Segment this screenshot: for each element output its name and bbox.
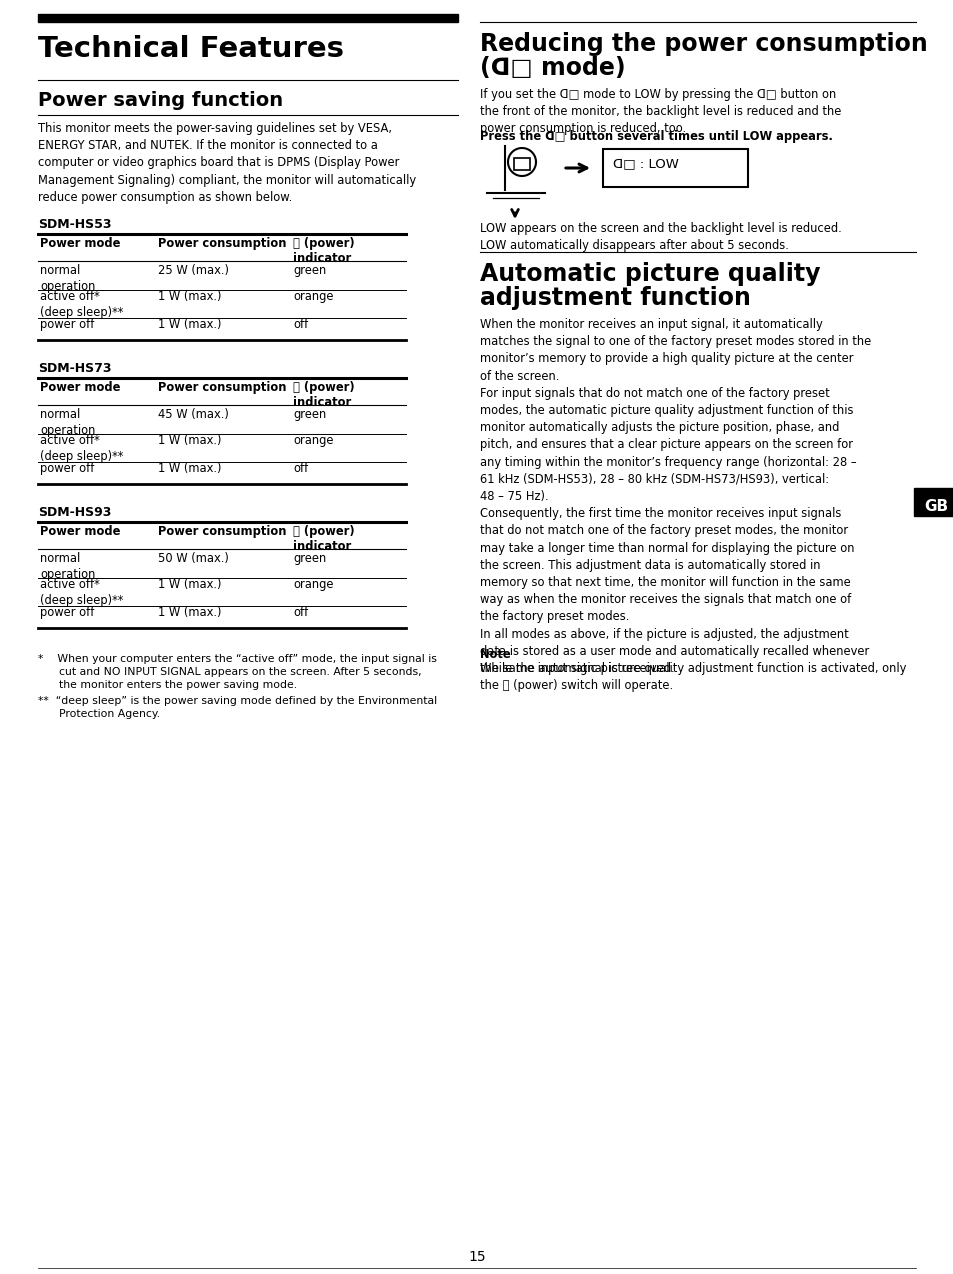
Text: Power consumption: Power consumption [158, 381, 286, 394]
Text: normal
operation: normal operation [40, 408, 95, 437]
Text: SDM-HS53: SDM-HS53 [38, 218, 112, 231]
Text: **  “deep sleep” is the power saving mode defined by the Environmental
      Pro: ** “deep sleep” is the power saving mode… [38, 696, 436, 719]
Bar [602, 149, 747, 187]
Text: 1 W (max.): 1 W (max.) [158, 578, 221, 591]
Text: ⓨ (power)
indicator: ⓨ (power) indicator [293, 237, 355, 265]
Text: Automatic picture quality: Automatic picture quality [479, 262, 820, 285]
Text: ⓨ (power)
indicator: ⓨ (power) indicator [293, 525, 355, 553]
Text: 1 W (max.): 1 W (max.) [158, 606, 221, 619]
Text: Power mode: Power mode [40, 237, 120, 250]
Text: green: green [293, 408, 326, 420]
Text: 15: 15 [468, 1250, 485, 1264]
Text: Technical Features: Technical Features [38, 34, 344, 62]
Text: If you set the ᗡ□ mode to LOW by pressing the ᗡ□ button on
the front of the moni: If you set the ᗡ□ mode to LOW by pressin… [479, 88, 841, 135]
Text: Press the ᗡ□ button several times until LOW appears.: Press the ᗡ□ button several times until … [479, 130, 832, 143]
Text: orange: orange [293, 290, 334, 303]
Text: 45 W (max.): 45 W (max.) [158, 408, 229, 420]
Text: green: green [293, 264, 326, 276]
Text: power off: power off [40, 318, 94, 331]
Text: While the automatic picture quality adjustment function is activated, only
the ⓨ: While the automatic picture quality adju… [479, 662, 905, 692]
Text: ᗡ□ : LOW: ᗡ□ : LOW [613, 157, 679, 169]
Text: power off: power off [40, 462, 94, 475]
Text: LOW appears on the screen and the backlight level is reduced.
LOW automatically : LOW appears on the screen and the backli… [479, 222, 841, 252]
Text: When the monitor receives an input signal, it automatically
matches the signal t: When the monitor receives an input signa… [479, 318, 870, 675]
Text: 25 W (max.): 25 W (max.) [158, 264, 229, 276]
Text: off: off [293, 318, 308, 331]
Text: orange: orange [293, 578, 334, 591]
Text: normal
operation: normal operation [40, 552, 95, 581]
Text: Power consumption: Power consumption [158, 237, 286, 250]
Text: 1 W (max.): 1 W (max.) [158, 318, 221, 331]
Text: 1 W (max.): 1 W (max.) [158, 462, 221, 475]
Text: SDM-HS73: SDM-HS73 [38, 362, 112, 375]
Bar [38, 14, 457, 22]
Text: off: off [293, 606, 308, 619]
Text: Power mode: Power mode [40, 381, 120, 394]
Text: GB: GB [923, 499, 947, 513]
Bar [514, 158, 530, 169]
Text: off: off [293, 462, 308, 475]
Text: Power consumption: Power consumption [158, 525, 286, 538]
Text: 50 W (max.): 50 W (max.) [158, 552, 229, 564]
Text: (ᗡ□ mode): (ᗡ□ mode) [479, 56, 625, 80]
Text: 1 W (max.): 1 W (max.) [158, 434, 221, 447]
Text: power off: power off [40, 606, 94, 619]
Text: *    When your computer enters the “active off” mode, the input signal is
      : * When your computer enters the “active … [38, 654, 436, 689]
Text: active off*
(deep sleep)**: active off* (deep sleep)** [40, 290, 123, 318]
Bar [913, 488, 953, 516]
Text: This monitor meets the power-saving guidelines set by VESA,
ENERGY STAR, and NUT: This monitor meets the power-saving guid… [38, 122, 416, 204]
Text: green: green [293, 552, 326, 564]
Text: active off*
(deep sleep)**: active off* (deep sleep)** [40, 578, 123, 606]
Text: Note: Note [479, 648, 510, 661]
Text: orange: orange [293, 434, 334, 447]
Bar [514, 158, 530, 169]
Text: Power saving function: Power saving function [38, 90, 283, 110]
Text: Reducing the power consumption: Reducing the power consumption [479, 32, 926, 56]
Text: normal
operation: normal operation [40, 264, 95, 293]
Text: adjustment function: adjustment function [479, 285, 750, 310]
Text: ⓨ (power)
indicator: ⓨ (power) indicator [293, 381, 355, 409]
Text: SDM-HS93: SDM-HS93 [38, 506, 112, 519]
Text: active off*
(deep sleep)**: active off* (deep sleep)** [40, 434, 123, 462]
Text: Power mode: Power mode [40, 525, 120, 538]
Text: 1 W (max.): 1 W (max.) [158, 290, 221, 303]
